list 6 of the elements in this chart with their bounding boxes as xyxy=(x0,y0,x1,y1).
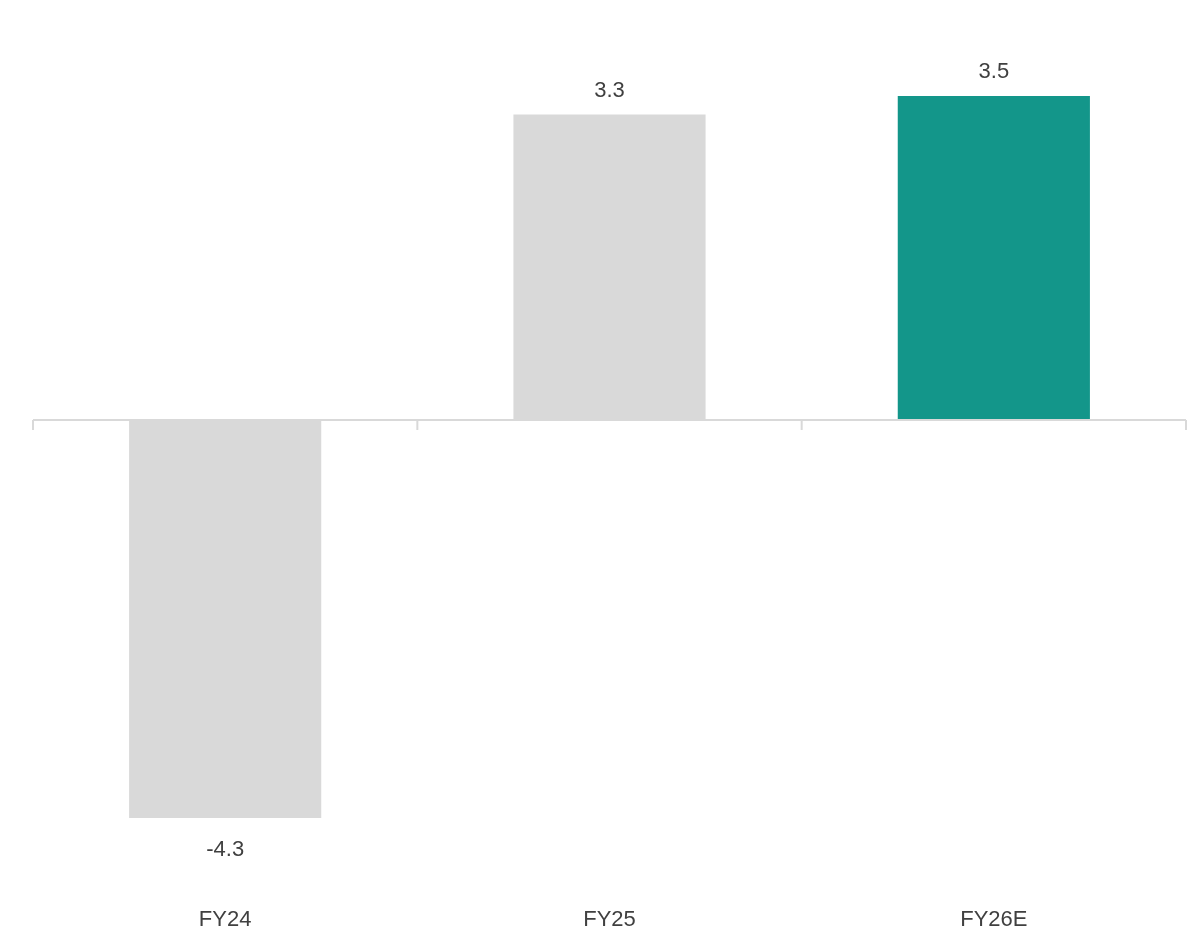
data-label: -4.3 xyxy=(206,836,245,861)
x-tick-label: FY24 xyxy=(198,906,252,931)
x-tick-label: FY26E xyxy=(960,906,1028,931)
data-label: 3.5 xyxy=(978,58,1010,83)
data-label: 3.3 xyxy=(594,76,625,102)
x-tick-label: FY25 xyxy=(583,906,636,931)
